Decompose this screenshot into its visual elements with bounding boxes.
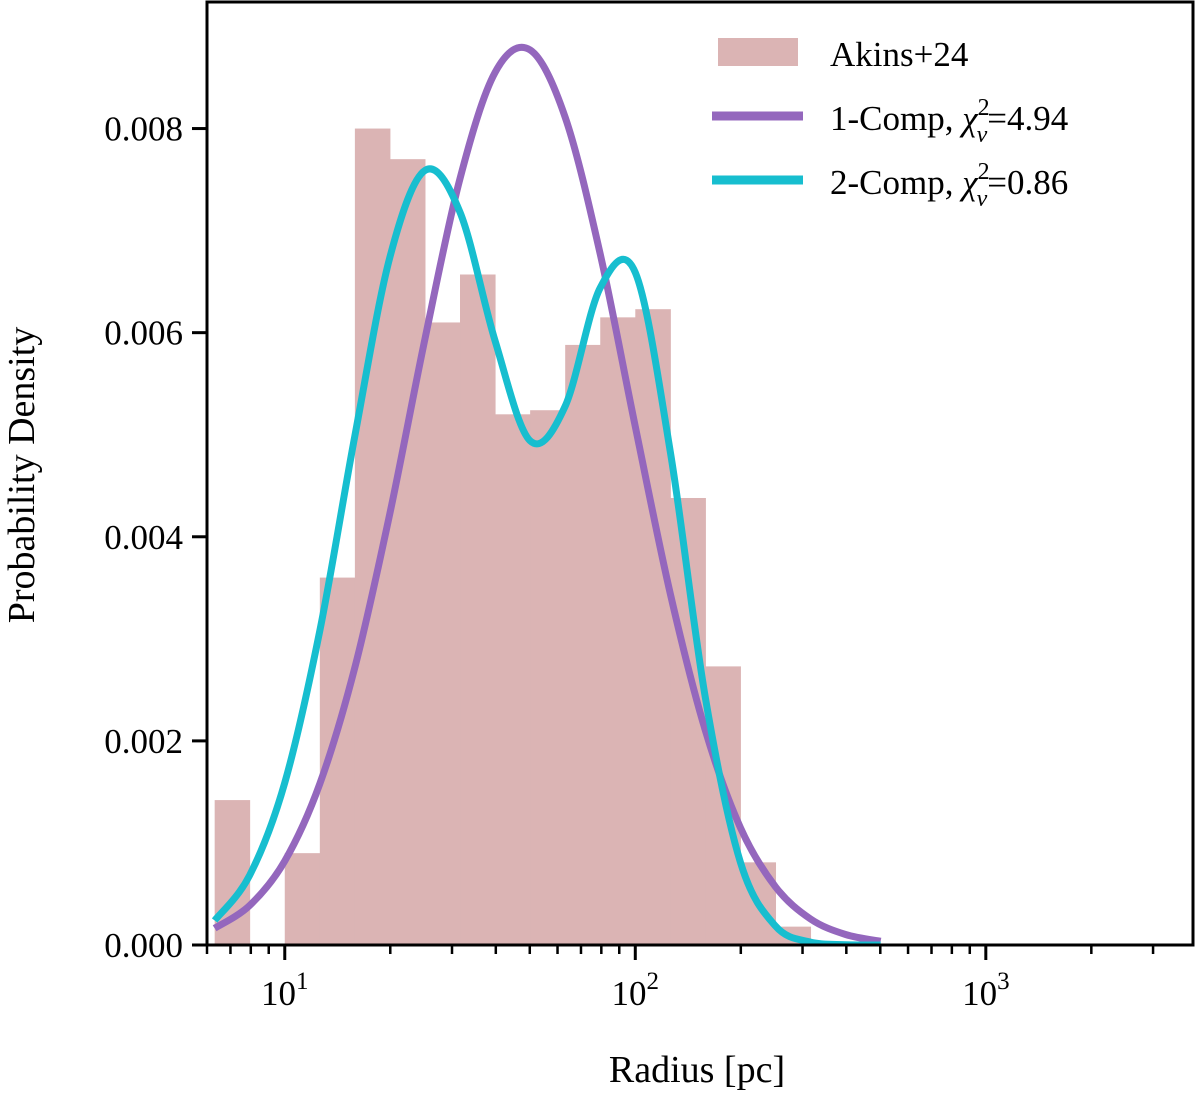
legend-label-2-comp: 2-Comp, χ2 ν=0.86 [830, 159, 1068, 212]
histogram-bar [565, 344, 601, 945]
x-tick-label: 102 [612, 968, 660, 1013]
histogram-bar [389, 159, 426, 945]
y-tick-label: 0.006 [104, 314, 183, 353]
x-axis-label: Radius [pc] [609, 1049, 785, 1091]
curve-1-comp [212, 43, 882, 945]
x-tick-label: 101 [261, 968, 309, 1013]
histogram-bar [495, 414, 531, 945]
x-axis: 101 102 103 [205, 945, 1155, 1013]
histogram-bar [460, 274, 496, 945]
legend-label-histogram: Akins+24 [830, 35, 968, 74]
legend-label-1-comp: 1-Comp, χ2 ν=4.94 [830, 95, 1068, 148]
histogram-bar [424, 322, 461, 945]
y-tick-label: 0.008 [104, 110, 183, 149]
y-axis-label: Probability Density [1, 327, 43, 624]
histogram-bar [530, 410, 566, 945]
legend: Akins+24 1-Comp, χ2 ν=4.94 2-Comp, χ2 ν=0.86 [712, 35, 1068, 212]
curve-2-comp [211, 165, 881, 945]
histogram-bar [284, 853, 321, 945]
x-tick-label: 103 [962, 968, 1010, 1013]
fit-curves [211, 43, 882, 945]
y-axis: 0.000 0.002 0.004 0.006 0.008 [104, 110, 207, 965]
y-tick-label: 0.004 [104, 518, 183, 557]
legend-swatch-histogram [718, 38, 798, 66]
y-tick-label: 0.002 [104, 722, 183, 761]
plot-frame [205, 0, 1195, 947]
histogram-bar [600, 317, 636, 945]
y-tick-label: 0.000 [104, 926, 183, 965]
